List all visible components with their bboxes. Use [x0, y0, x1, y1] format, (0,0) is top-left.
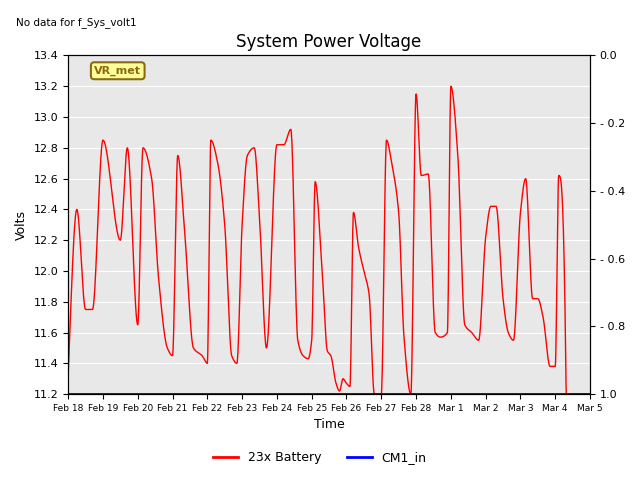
X-axis label: Time: Time	[314, 419, 344, 432]
Text: VR_met: VR_met	[94, 66, 141, 76]
Y-axis label: Volts: Volts	[15, 210, 28, 240]
Title: System Power Voltage: System Power Voltage	[236, 33, 422, 51]
Text: No data for f_Sys_volt1: No data for f_Sys_volt1	[16, 17, 136, 28]
Legend: 23x Battery, CM1_in: 23x Battery, CM1_in	[208, 446, 432, 469]
